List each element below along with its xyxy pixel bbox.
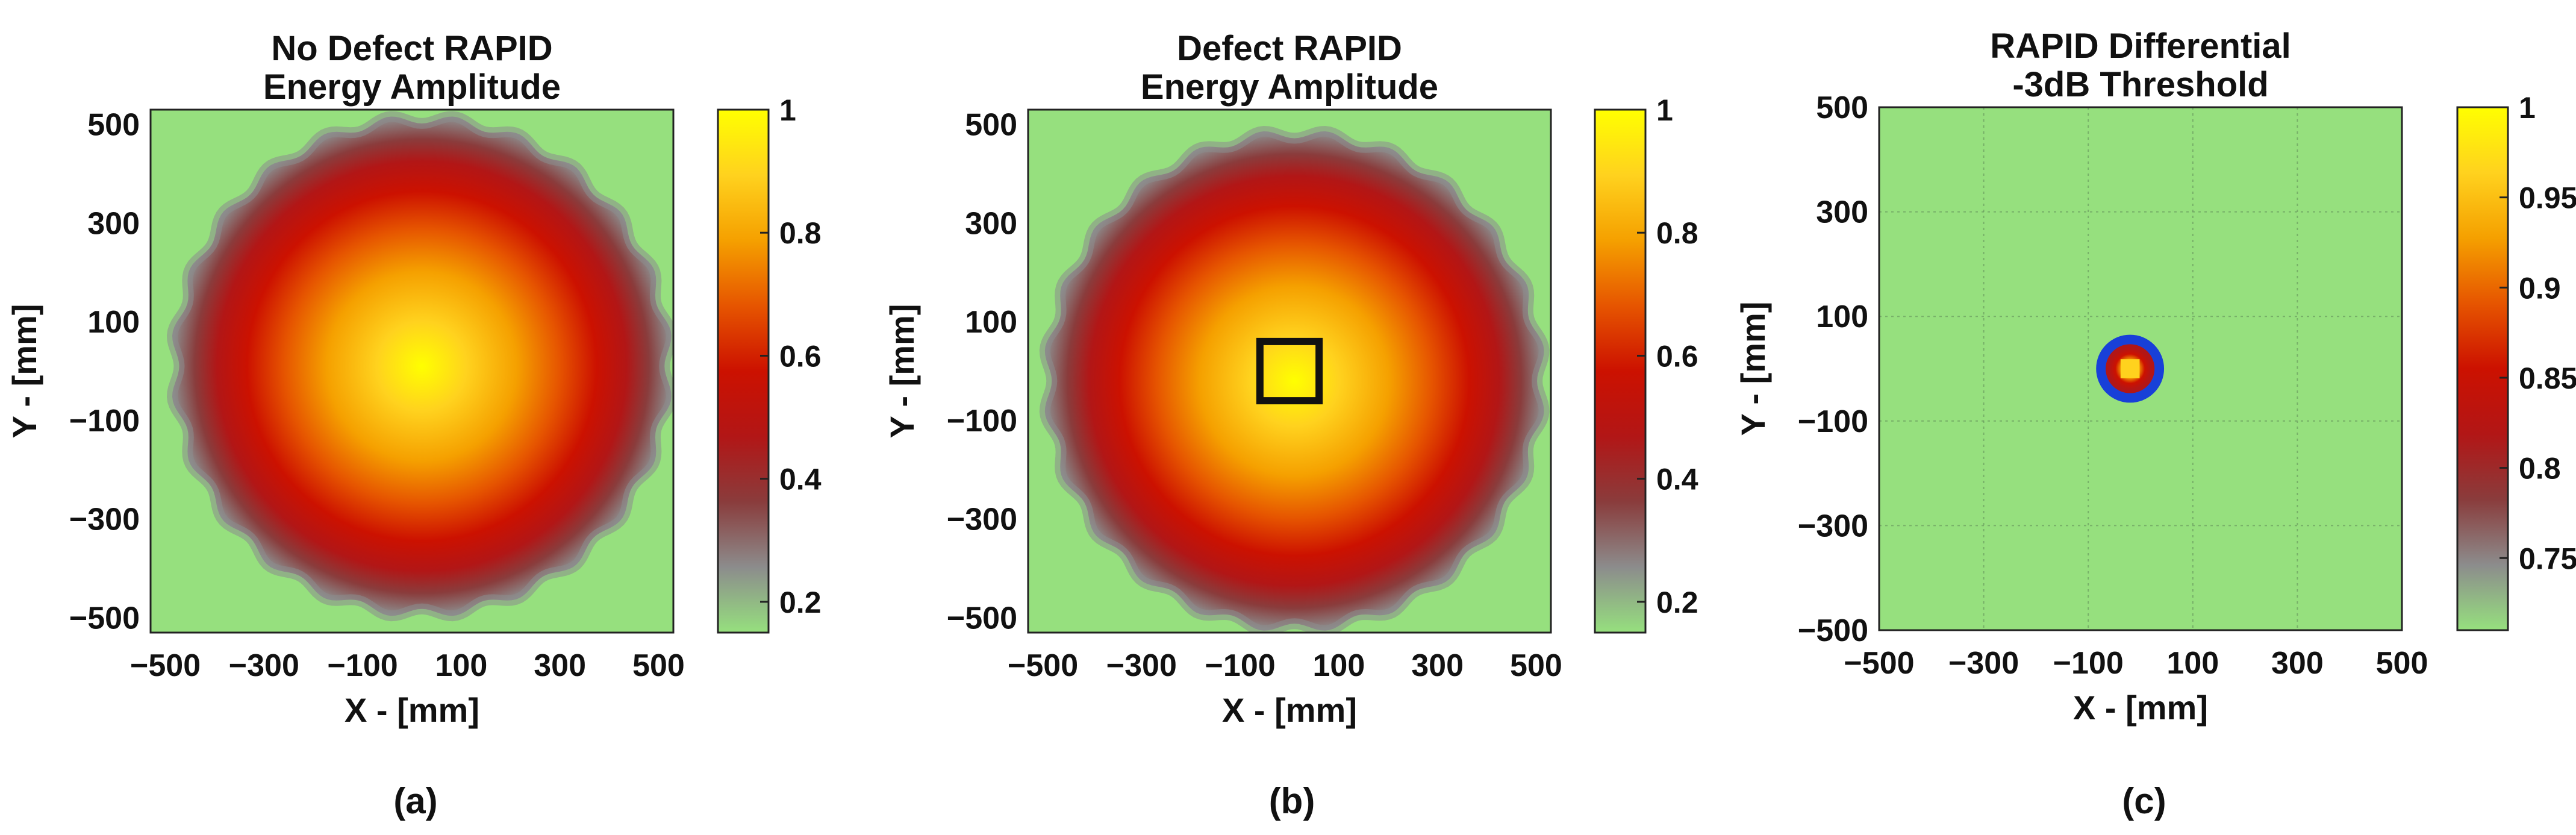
y-tick-label: −300 <box>69 502 140 537</box>
energy-disk <box>1044 131 1544 631</box>
y-tick-label: 500 <box>1816 90 1868 125</box>
colorbar-tick-label: 1 <box>2519 91 2536 125</box>
chart-title-line: Energy Amplitude <box>263 67 561 107</box>
differential-core <box>2120 359 2140 378</box>
y-tick-label: 100 <box>87 305 140 340</box>
colorbar-tick-label: 1 <box>779 93 796 127</box>
defect-box <box>1256 337 1323 405</box>
colorbar-tick-label: 0.85 <box>2519 361 2576 395</box>
x-tick-label: −100 <box>2053 646 2124 681</box>
x-tick-label: 500 <box>1510 648 1562 683</box>
x-tick-label: −300 <box>1948 646 2019 681</box>
x-tick-label: 100 <box>435 648 488 683</box>
x-axis-label: X - [mm] <box>1222 691 1357 729</box>
y-tick-label: −300 <box>1798 508 1868 543</box>
chart-title-line: RAPID Differential <box>1990 27 2291 66</box>
colorbar-tick-label: 0.6 <box>1656 339 1698 373</box>
colorbar-tick-label: 1 <box>1656 93 1673 127</box>
y-tick-label: 100 <box>1816 299 1868 334</box>
colorbar-tick-label: 0.75 <box>2519 542 2576 575</box>
x-tick-label: −500 <box>1008 648 1078 683</box>
colorbar <box>2456 106 2509 631</box>
colorbar-tick-label: 0.6 <box>779 339 822 373</box>
y-axis-label: Y - [mm] <box>883 304 921 439</box>
colorbar-tick-label: 0.8 <box>779 216 822 250</box>
chart-title-line: -3dB Threshold <box>2012 65 2268 104</box>
y-axis-label: Y - [mm] <box>5 304 43 439</box>
x-tick-label: 100 <box>2166 646 2219 681</box>
y-tick-label: 300 <box>87 206 140 241</box>
panel-label-b: (b) <box>1268 781 1315 821</box>
y-tick-label: −500 <box>1798 613 1868 648</box>
y-tick-label: 500 <box>87 108 140 143</box>
x-tick-label: −100 <box>328 648 398 683</box>
y-tick-label: 500 <box>965 108 1017 143</box>
plot-frame <box>1027 108 1552 634</box>
y-tick-label: 300 <box>1816 195 1868 230</box>
colorbar-tick-label: 0.4 <box>779 463 822 496</box>
colorbar <box>1594 108 1647 634</box>
x-tick-label: 100 <box>1313 648 1365 683</box>
chart-title-line: No Defect RAPID <box>271 29 552 68</box>
x-tick-label: 300 <box>534 648 586 683</box>
x-tick-label: −500 <box>130 648 201 683</box>
y-tick-label: 100 <box>965 305 1017 340</box>
y-tick-label: −100 <box>69 404 140 439</box>
panel-label-c: (c) <box>2122 781 2166 821</box>
x-tick-label: 300 <box>2271 646 2324 681</box>
y-axis-label: Y - [mm] <box>1734 302 1772 436</box>
colorbar-tick-label: 0.8 <box>2519 452 2561 486</box>
chart-title-line: Energy Amplitude <box>1141 67 1438 107</box>
colorbar-tick-label: 0.4 <box>1656 463 1698 496</box>
x-tick-label: 500 <box>632 648 685 683</box>
energy-disk <box>172 116 672 616</box>
colorbar-tick-label: 0.8 <box>1656 216 1698 250</box>
y-tick-label: 300 <box>965 206 1017 241</box>
panel-a: −500 −300 −100 100 300 500 500 300 100 −100 −300 −5… <box>5 29 822 729</box>
panel-label-a: (a) <box>393 781 438 821</box>
x-tick-label: 500 <box>2376 646 2428 681</box>
plot-frame <box>149 108 675 634</box>
x-axis-label: X - [mm] <box>2073 689 2208 727</box>
x-tick-label: −300 <box>229 648 299 683</box>
y-tick-label: −100 <box>947 404 1017 439</box>
y-tick-label: −500 <box>69 601 140 636</box>
colorbar-tick-label: 0.2 <box>779 586 822 619</box>
panel-b: −500 −300 −100 100 300 500 500 300 100 −100 −300 −5… <box>883 29 1698 729</box>
plot-frame <box>1878 106 2403 631</box>
colorbar-tick-label: 0.95 <box>2519 181 2576 215</box>
y-tick-label: −100 <box>1798 404 1868 439</box>
x-tick-label: −300 <box>1106 648 1177 683</box>
colorbar-tick-label: 0.2 <box>1656 586 1698 619</box>
x-tick-label: 300 <box>1411 648 1464 683</box>
x-axis-label: X - [mm] <box>345 691 479 729</box>
energy-field <box>1039 125 1550 633</box>
energy-disk-edge <box>1039 125 1550 633</box>
panel-c: −500 −300 −100 100 300 500 500 300 100 −100 −300 −5… <box>1734 27 2576 727</box>
chart-title-line: Defect RAPID <box>1177 29 1402 68</box>
x-tick-label: −500 <box>1844 646 1914 681</box>
y-tick-label: −300 <box>947 502 1017 537</box>
colorbar <box>717 108 770 634</box>
energy-disk-edge <box>166 111 673 622</box>
energy-field <box>166 111 673 622</box>
y-tick-label: −500 <box>947 601 1017 636</box>
colorbar-tick-label: 0.9 <box>2519 271 2561 305</box>
x-tick-label: −100 <box>1205 648 1276 683</box>
